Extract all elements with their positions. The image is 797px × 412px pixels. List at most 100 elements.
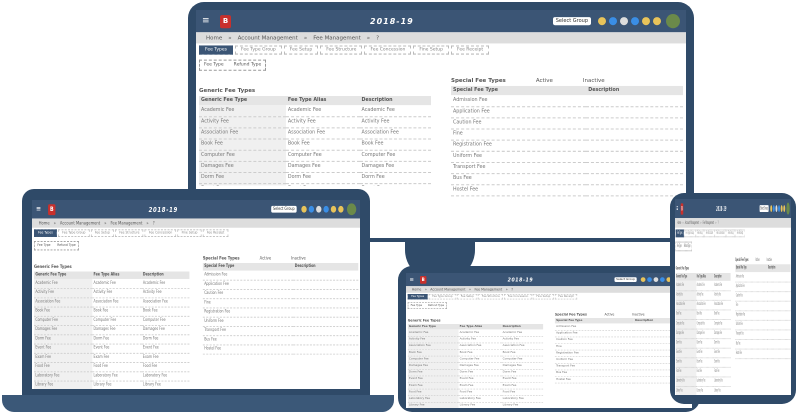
tab-6[interactable]: Fee Receipt (202, 229, 229, 237)
col-special-desc[interactable]: Description (633, 318, 691, 324)
description-input[interactable]: Event Fee (501, 375, 544, 383)
generic-table-scroll[interactable]: Generic Fee Type Fee Type Alias Descript… (675, 272, 731, 395)
alias-input[interactable]: Food Fee (458, 388, 502, 396)
col-alias[interactable]: Fee Type Alias (696, 272, 714, 281)
special-row[interactable]: Application Fee (451, 106, 683, 118)
tab-6[interactable]: Fee Receipt (554, 294, 578, 300)
special-description-input[interactable] (767, 300, 791, 311)
description-input[interactable]: Event Fee (359, 183, 431, 186)
special-row[interactable]: Hostel Fee (202, 344, 359, 355)
alias-input[interactable]: Event Fee (696, 347, 714, 358)
tab-1[interactable]: Fee Type Group (684, 229, 696, 238)
special-description-input[interactable] (767, 348, 791, 359)
generic-row[interactable]: Dorm Fee Dorm Fee Dorm Fee (407, 369, 544, 376)
alias-input[interactable]: Event Fee (458, 375, 502, 383)
help-icon[interactable]: ? (717, 220, 719, 226)
special-fee-name[interactable]: Transport Fee (202, 326, 294, 336)
description-input[interactable]: Activity Fee (501, 336, 544, 343)
special-row[interactable]: Registration Fee (554, 349, 691, 357)
col-special[interactable]: Special Fee Type (451, 85, 587, 96)
special-fee-name[interactable]: Admission Fee (554, 323, 634, 331)
generic-row[interactable]: Activity Fee Activity Fee Activity Fee (34, 288, 190, 298)
special-row[interactable]: Transport Fee (554, 363, 691, 370)
col-generic[interactable]: Generic Fee Type (199, 96, 286, 106)
thumb-icon[interactable] (640, 277, 646, 282)
special-description-input[interactable] (767, 310, 791, 321)
special-description-input[interactable] (293, 279, 359, 290)
notification-icon[interactable] (609, 17, 617, 26)
tab-0[interactable]: Fee Types (675, 229, 684, 238)
generic-row[interactable]: Laboratory Fee Laboratory Fee Laboratory F… (34, 371, 190, 382)
thumb-icon[interactable] (598, 17, 606, 26)
special-row[interactable]: Fine (202, 298, 359, 308)
description-input[interactable]: Activity Fee (359, 116, 431, 129)
tab-4[interactable]: Fee Concession (144, 229, 177, 237)
radio-active[interactable]: Active (604, 313, 615, 317)
generic-row[interactable]: Book Fee Book Fee Book Fee (199, 138, 431, 151)
special-row[interactable]: Bus Fee (554, 369, 691, 377)
special-row[interactable]: Caution Fee (451, 117, 683, 130)
alias-input[interactable]: Laboratory Fee (696, 376, 714, 387)
generic-row[interactable]: Library Fee Library Fee Library Fee (675, 386, 731, 395)
alias-input[interactable]: Activity Fee (285, 116, 360, 129)
breadcrumb-fee[interactable]: Fee Management (110, 220, 143, 226)
special-description-input[interactable] (586, 184, 683, 196)
alias-input[interactable]: Association Fee (92, 297, 142, 308)
special-description-input[interactable] (293, 289, 359, 299)
col-generic[interactable]: Generic Fee Type (407, 324, 459, 330)
radio-fee-type[interactable]: Fee Type (37, 243, 51, 248)
alias-input[interactable]: Computer Fee (92, 315, 142, 326)
description-input[interactable]: Book Fee (501, 349, 544, 357)
tab-3[interactable]: Fee Structure (704, 229, 715, 238)
alias-input[interactable]: Computer Fee (696, 319, 714, 330)
description-input[interactable]: Food Fee (713, 366, 731, 377)
special-fee-name[interactable]: Admission Fee (202, 270, 294, 281)
alias-input[interactable]: Academic Fee (458, 329, 502, 337)
special-fee-name[interactable]: Registration Fee (554, 349, 634, 357)
help-icon[interactable]: ? (511, 287, 513, 292)
radio-refund-type[interactable]: Refund Type (57, 243, 76, 248)
alias-input[interactable]: Book Fee (458, 349, 502, 357)
special-fee-name[interactable]: Hostel Fee (202, 344, 294, 355)
generic-row[interactable]: Food Fee Food Fee Food Fee (34, 362, 190, 372)
breadcrumb-home[interactable]: Home (411, 287, 422, 292)
special-description-input[interactable] (767, 281, 791, 292)
col-special[interactable]: Special Fee Type (554, 318, 634, 324)
special-row[interactable]: Admission Fee (202, 270, 359, 281)
message-icon[interactable] (778, 205, 780, 213)
group-select[interactable]: Select Group (552, 17, 591, 26)
description-input[interactable]: Damages Fee (359, 160, 431, 173)
generic-row[interactable]: Food Fee Food Fee Food Fee (675, 366, 731, 377)
alias-input[interactable]: Activity Fee (458, 336, 502, 343)
special-fee-name[interactable]: Bus Fee (451, 173, 587, 185)
hamburger-icon[interactable]: ≡ (409, 276, 414, 283)
special-description-input[interactable] (633, 330, 691, 337)
radio-inactive[interactable]: Inactive (582, 77, 605, 84)
radio-refund-type[interactable]: Refund Type (427, 304, 445, 308)
alias-input[interactable]: Library Fee (92, 380, 142, 389)
special-fee-name[interactable]: Fine (554, 343, 634, 351)
alias-input[interactable]: Event Fee (285, 183, 360, 186)
col-special-desc[interactable]: Description (767, 264, 791, 273)
notification-icon[interactable] (308, 205, 315, 213)
special-fee-name[interactable]: Application Fee (735, 281, 768, 292)
generic-row[interactable]: Academic Fee Academic Fee Academic Fee (34, 278, 190, 289)
alias-input[interactable]: Laboratory Fee (458, 395, 502, 403)
special-fee-name[interactable]: Fine (735, 300, 768, 311)
mail-icon[interactable] (653, 277, 659, 282)
special-fee-name[interactable]: Caution Fee (451, 117, 587, 130)
description-input[interactable]: Association Fee (359, 127, 431, 140)
radio-active[interactable]: Active (755, 257, 760, 263)
generic-row[interactable]: Activity Fee Activity Fee Activity Fee (407, 336, 544, 343)
special-description-input[interactable] (767, 329, 791, 340)
special-fee-name[interactable]: Caution Fee (202, 289, 294, 299)
radio-inactive[interactable]: Inactive (766, 257, 772, 263)
generic-row[interactable]: Library Fee Library Fee Library Fee (34, 380, 190, 389)
bulb-icon[interactable] (666, 277, 672, 282)
special-description-input[interactable] (293, 335, 359, 345)
description-input[interactable]: Academic Fee (141, 278, 190, 289)
description-input[interactable]: Laboratory Fee (141, 371, 190, 382)
description-input[interactable]: Exam Fee (713, 357, 731, 368)
radio-fee-type[interactable]: Fee Type (410, 304, 423, 308)
special-row[interactable]: Uniform Fee (735, 319, 791, 330)
